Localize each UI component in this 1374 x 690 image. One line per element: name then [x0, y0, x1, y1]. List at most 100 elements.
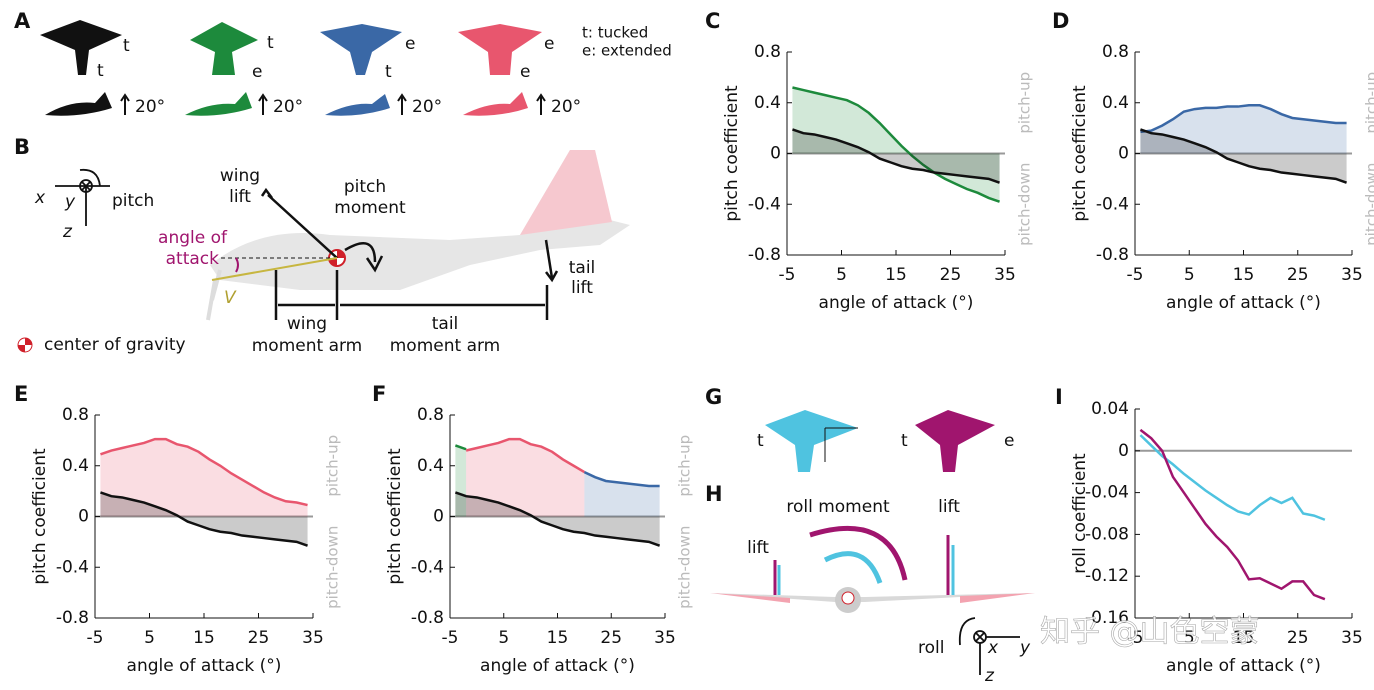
wing-mark: e [405, 34, 415, 54]
front-view-diagram [710, 410, 1035, 675]
axis-label: z [984, 666, 995, 686]
tail-lift-label: tail [569, 258, 596, 278]
x-tick-label: 35 [1341, 265, 1363, 285]
x-tick-label: 5 [1184, 265, 1195, 285]
angle-label: 20° [135, 97, 165, 117]
y-tick-label: -0.4 [56, 557, 89, 577]
wing-lift-label: wing [220, 166, 260, 186]
x-tick-label: 25 [248, 628, 270, 648]
panel-label: G [705, 385, 722, 409]
tail-mark: e [520, 62, 530, 82]
x-tick-label: 25 [940, 265, 962, 285]
area [100, 439, 308, 517]
x-tick-label: 5 [144, 628, 155, 648]
x-tick-label: 35 [654, 628, 676, 648]
axis-label: z [62, 222, 73, 242]
tail-mark: t [97, 61, 104, 81]
line [454, 444, 467, 451]
y-tick-label: 0.4 [754, 93, 781, 113]
line [1140, 128, 1347, 184]
area [584, 472, 660, 517]
panel-label: D [1052, 9, 1069, 33]
direction-label: pitch-up [1363, 72, 1374, 134]
wing-mark: t [123, 36, 130, 56]
side-view-diagram [17, 150, 630, 353]
y-tick-label: 0 [433, 507, 444, 527]
config-mark: e [1004, 431, 1014, 451]
x-tick-label: 15 [1233, 265, 1255, 285]
y-tick-label: 0 [78, 507, 89, 527]
x-tick-label: -5 [442, 628, 459, 648]
config-mark: t [901, 431, 908, 451]
x-tick-label: 15 [193, 628, 215, 648]
panel-label: H [705, 482, 723, 506]
line [1140, 104, 1347, 134]
y-tick-label: -0.8 [748, 245, 781, 265]
y-tick-label: 0.04 [1091, 399, 1129, 419]
direction-label: pitch-up [676, 435, 694, 497]
x-tick-label: 25 [1287, 628, 1309, 648]
x-tick-label: 25 [600, 628, 622, 648]
y-tick-label: 0 [1118, 441, 1129, 461]
wing-mark: t [267, 33, 274, 53]
y-tick-label: -0.4 [748, 194, 781, 214]
y-tick-label: -0.12 [1085, 566, 1129, 586]
x-tick-label: -5 [1127, 628, 1144, 648]
y-tick-label: 0.4 [1102, 93, 1129, 113]
cog-label: center of gravity [44, 335, 186, 355]
bird-icons [40, 20, 546, 116]
x-tick-label: 15 [1233, 628, 1255, 648]
y-tick-label: -0.4 [411, 557, 444, 577]
x-tick-label: 5 [498, 628, 509, 648]
x-tick-label: 35 [994, 265, 1016, 285]
wing-lift-label: lift [229, 187, 251, 207]
y-tick-label: -0.16 [1085, 608, 1129, 628]
tail-arm-label: tail [432, 314, 459, 334]
x-tick-label: 15 [547, 628, 569, 648]
line [792, 128, 1000, 184]
direction-label: pitch-down [1016, 163, 1034, 246]
tail-mark: t [385, 62, 392, 82]
lift-label: lift [747, 538, 769, 558]
y-axis-label: roll coefficient [1070, 453, 1090, 574]
line [583, 470, 660, 488]
area [455, 445, 467, 517]
axis-label: x [34, 188, 46, 208]
y-tick-label: 0 [770, 144, 781, 164]
direction-label: pitch-down [676, 526, 694, 609]
roll-moment-label: roll moment [786, 497, 890, 517]
line [792, 86, 1000, 203]
y-tick-label: 0 [1118, 144, 1129, 164]
y-tick-label: 0.8 [62, 405, 89, 425]
lift-label: lift [938, 497, 960, 517]
charts: -0.8 -0.4 0 0.4 0.8 -5 5 15 25 35 angle of attack … [30, 42, 1374, 676]
y-tick-label: 0.4 [62, 456, 89, 476]
x-tick-label: 25 [1287, 265, 1309, 285]
line [1139, 434, 1326, 521]
panel-label: F [372, 382, 386, 406]
y-tick-label: -0.04 [1085, 483, 1129, 503]
direction-label: pitch-up [1016, 72, 1034, 134]
tail-arm-label: moment arm [390, 336, 501, 356]
y-tick-label: -0.8 [56, 608, 89, 628]
x-tick-label: -5 [1127, 265, 1144, 285]
tail-mark: e [252, 62, 262, 82]
direction-label: pitch-up [324, 435, 342, 497]
x-tick-label: 5 [836, 265, 847, 285]
tail-lift-label: lift [571, 278, 593, 298]
angle-label: 20° [551, 97, 581, 117]
line [1139, 428, 1326, 601]
panel-label: A [14, 9, 31, 33]
x-axis-label: angle of attack (°) [1166, 656, 1321, 676]
panel-label: B [14, 135, 30, 159]
legend-text: t: tucked [582, 24, 648, 42]
panel-label: I [1055, 385, 1063, 409]
line [100, 437, 308, 507]
watermark: 知乎 @山色空蒙 [1040, 615, 1260, 650]
x-axis-label: angle of attack (°) [1166, 293, 1321, 313]
y-axis-label: pitch coefficient [30, 448, 50, 585]
y-tick-label: -0.08 [1085, 524, 1129, 544]
y-tick-label: 0.8 [1102, 42, 1129, 62]
y-axis-label: pitch coefficient [722, 85, 742, 222]
area [466, 439, 585, 517]
